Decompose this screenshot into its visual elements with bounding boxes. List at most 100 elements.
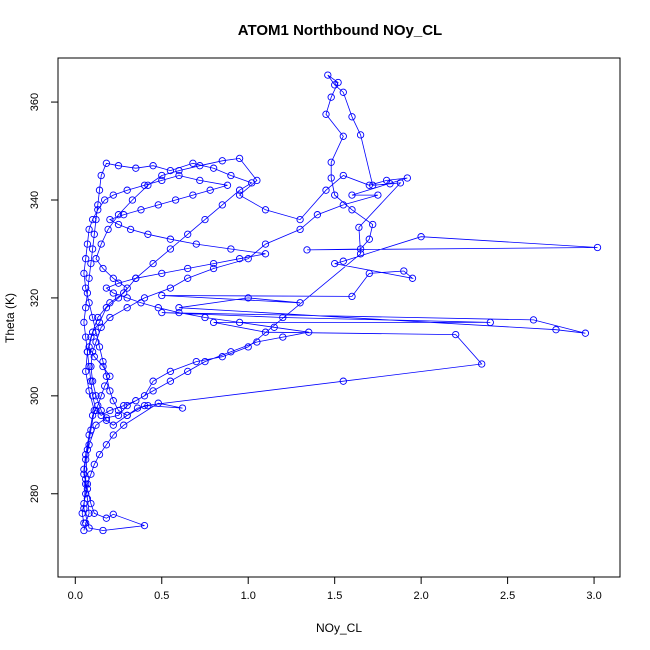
data-point <box>201 215 209 224</box>
data-point <box>356 250 365 258</box>
data-point <box>109 397 117 405</box>
data-point <box>97 392 105 400</box>
data-point <box>82 490 90 498</box>
data-point <box>85 274 93 282</box>
data-point <box>94 401 102 410</box>
data-point <box>123 186 131 194</box>
data-point <box>80 504 88 513</box>
data-point <box>90 460 98 469</box>
y-axis-label: Theta (K) <box>3 293 17 343</box>
data-point <box>87 362 95 371</box>
x-tick-label: 1.5 <box>327 590 342 602</box>
data-point <box>92 328 100 336</box>
data-point <box>83 485 92 493</box>
data-point <box>192 357 200 366</box>
data-point <box>101 196 109 204</box>
data-point <box>88 348 97 356</box>
data-point <box>87 377 95 385</box>
data-point <box>102 416 111 424</box>
data-point <box>123 294 131 302</box>
data-point <box>158 269 166 278</box>
data-point <box>339 201 347 209</box>
data-point <box>201 313 209 322</box>
data-point <box>83 480 92 488</box>
data-point <box>114 211 123 219</box>
data-point <box>85 431 93 439</box>
data-point <box>85 362 93 371</box>
data-point <box>206 186 214 194</box>
data-point <box>149 162 157 170</box>
data-point <box>149 387 157 395</box>
data-point <box>149 377 157 385</box>
data-point <box>209 164 218 172</box>
series-line <box>81 74 598 531</box>
data-point <box>408 274 417 282</box>
data-point <box>192 240 200 248</box>
data-point <box>261 328 270 336</box>
data-point <box>235 191 244 199</box>
data-point <box>386 180 394 188</box>
data-point <box>486 318 494 327</box>
data-point <box>144 401 152 410</box>
chart-title: ATOM1 Northbound NOy_CL <box>238 22 442 39</box>
data-point <box>80 519 88 527</box>
data-point <box>313 211 322 219</box>
data-point <box>178 404 187 412</box>
data-point <box>158 291 166 300</box>
data-point <box>154 201 162 209</box>
data-point <box>106 215 114 224</box>
data-point <box>552 326 560 334</box>
data-point <box>593 243 602 252</box>
data-point <box>339 88 347 96</box>
data-point <box>104 225 112 234</box>
data-point <box>120 421 128 429</box>
data-point <box>88 313 97 322</box>
data-point <box>80 499 88 508</box>
y-tick-label: 300 <box>29 387 41 405</box>
data-point <box>82 367 90 376</box>
data-point <box>348 113 356 121</box>
data-point <box>114 220 123 229</box>
data-point <box>235 154 244 163</box>
data-point <box>140 521 149 530</box>
data-point <box>223 181 232 189</box>
data-point <box>253 338 261 346</box>
data-point <box>97 406 105 415</box>
data-point <box>154 399 162 407</box>
data-point <box>83 289 92 297</box>
data-point <box>149 259 157 268</box>
data-point <box>137 206 145 214</box>
data-point <box>82 304 90 312</box>
data-point <box>123 284 131 292</box>
x-tick-label: 0.0 <box>68 590 83 602</box>
data-point <box>82 284 90 292</box>
data-point <box>80 318 88 327</box>
data-point <box>235 255 244 263</box>
data-point <box>109 421 117 429</box>
data-point <box>123 304 131 312</box>
data-point <box>244 255 252 263</box>
x-tick-label: 3.0 <box>586 590 601 602</box>
data-point <box>109 274 117 282</box>
data-point <box>137 299 145 307</box>
data-point <box>109 431 117 439</box>
data-point <box>396 179 405 187</box>
data-point <box>327 158 335 166</box>
data-point <box>400 267 408 275</box>
y-tick-label: 320 <box>29 289 41 307</box>
data-point <box>166 245 175 253</box>
data-point <box>235 318 244 327</box>
data-point <box>80 465 88 473</box>
data-point <box>87 470 95 478</box>
data-point <box>102 159 111 167</box>
data-point <box>95 343 104 351</box>
data-point <box>132 274 140 282</box>
data-point <box>90 509 98 517</box>
data-point <box>365 181 373 189</box>
data-point <box>83 495 92 503</box>
data-point <box>82 255 90 263</box>
data-point <box>270 323 278 331</box>
data-point <box>90 353 98 361</box>
x-axis-label: NOy_CL <box>316 621 362 635</box>
data-point <box>140 392 149 400</box>
